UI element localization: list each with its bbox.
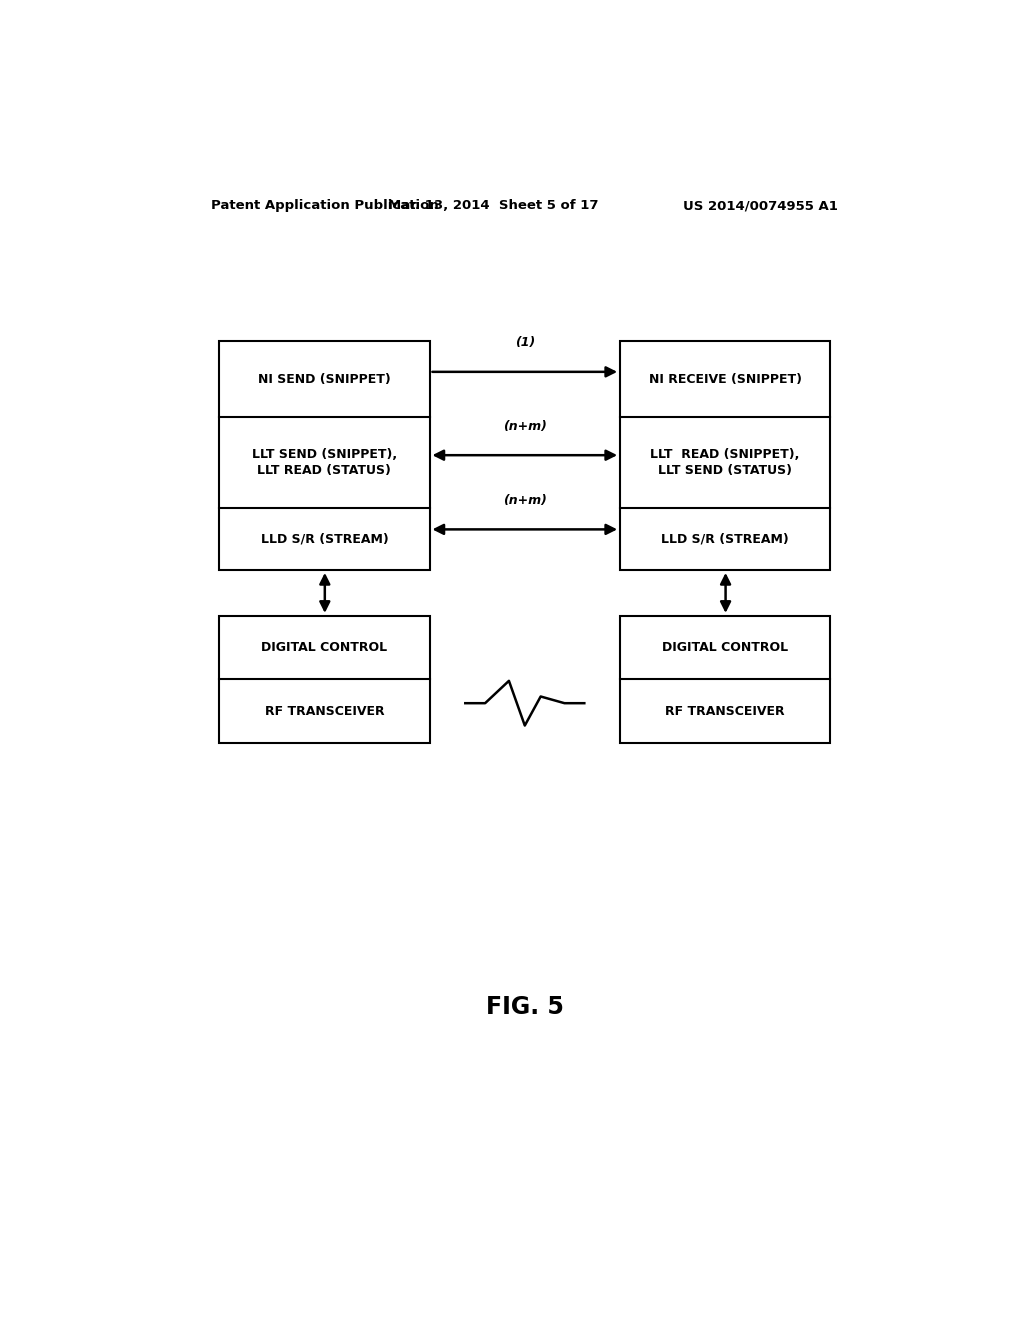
- Text: NI RECEIVE (SNIPPET): NI RECEIVE (SNIPPET): [648, 372, 802, 385]
- Bar: [620, 342, 830, 570]
- Text: DIGITAL CONTROL: DIGITAL CONTROL: [261, 642, 387, 653]
- Text: Patent Application Publication: Patent Application Publication: [211, 199, 439, 213]
- Text: Mar. 13, 2014  Sheet 5 of 17: Mar. 13, 2014 Sheet 5 of 17: [388, 199, 598, 213]
- Text: DIGITAL CONTROL: DIGITAL CONTROL: [663, 642, 788, 653]
- Text: LLT SEND (SNIPPET),
LLT READ (STATUS): LLT SEND (SNIPPET), LLT READ (STATUS): [252, 447, 397, 477]
- Bar: [620, 615, 830, 743]
- Text: (n+m): (n+m): [503, 494, 547, 507]
- Text: FIG. 5: FIG. 5: [485, 995, 564, 1019]
- Text: US 2014/0074955 A1: US 2014/0074955 A1: [683, 199, 839, 213]
- Text: LLD S/R (STREAM): LLD S/R (STREAM): [662, 533, 790, 545]
- Text: LLD S/R (STREAM): LLD S/R (STREAM): [260, 533, 388, 545]
- Text: LLT  READ (SNIPPET),
LLT SEND (STATUS): LLT READ (SNIPPET), LLT SEND (STATUS): [650, 447, 800, 477]
- Text: NI SEND (SNIPPET): NI SEND (SNIPPET): [258, 372, 391, 385]
- Text: RF TRANSCEIVER: RF TRANSCEIVER: [264, 705, 384, 718]
- Bar: [219, 342, 430, 570]
- Text: (n+m): (n+m): [503, 420, 547, 433]
- Text: RF TRANSCEIVER: RF TRANSCEIVER: [666, 705, 785, 718]
- Text: (1): (1): [515, 337, 535, 350]
- Bar: [219, 615, 430, 743]
